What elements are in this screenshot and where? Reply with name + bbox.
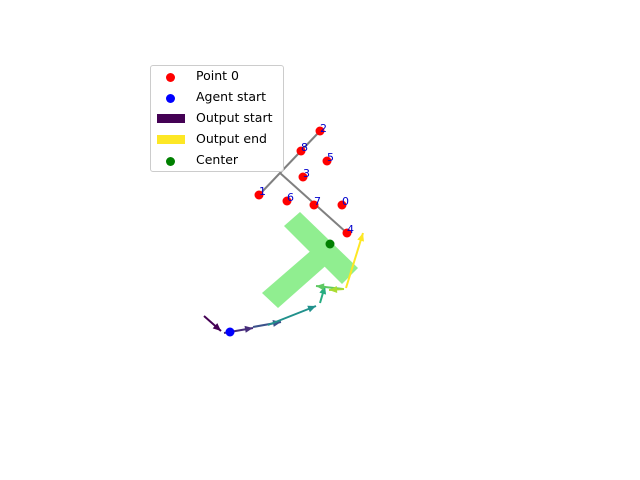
legend-label: Center — [196, 152, 239, 167]
point-4 — [342, 228, 352, 238]
trajectory-arrow-7 — [345, 232, 364, 289]
region-bar — [284, 212, 358, 284]
agent-start-marker — [225, 327, 235, 337]
point-3 — [298, 172, 308, 182]
trajectory-arrows — [203, 232, 364, 334]
purple-patch-icon — [157, 114, 185, 123]
point-label-4: 4 — [347, 223, 354, 236]
legend-label: Agent start — [196, 89, 267, 104]
point-labels: 0 1 2 3 4 5 6 7 8 — [259, 122, 354, 236]
legend-label: Output end — [196, 131, 267, 146]
arrowhead-icon — [316, 283, 325, 291]
legend-label: Point 0 — [196, 68, 239, 83]
arrowhead-icon — [212, 323, 221, 331]
arrowhead-icon — [307, 305, 316, 313]
point-0 — [337, 200, 347, 210]
point-label-1: 1 — [259, 185, 266, 198]
point-set — [254, 126, 352, 238]
arrowhead-icon — [329, 285, 338, 293]
blue-dot-icon — [166, 94, 175, 103]
point-label-0: 0 — [342, 195, 349, 208]
arrowhead-icon — [357, 233, 364, 242]
point-5 — [322, 156, 332, 166]
skeleton-line-a — [258, 130, 321, 196]
arrowhead-icon — [319, 286, 327, 295]
point-6 — [282, 196, 292, 206]
point-2 — [315, 126, 325, 136]
legend-item-output-end: Output end — [151, 130, 285, 150]
legend-item-output-start: Output start — [151, 109, 285, 129]
target-region — [262, 212, 358, 308]
point-label-3: 3 — [303, 167, 310, 180]
legend-item-agent-start: Agent start — [151, 88, 285, 108]
point-8 — [296, 146, 306, 156]
point-7 — [309, 200, 319, 210]
center-marker — [325, 239, 335, 249]
legend-label: Output start — [196, 110, 273, 125]
point-1 — [254, 190, 264, 200]
trajectory-arrow-3 — [267, 305, 317, 326]
region-stem — [262, 248, 330, 308]
red-dot-icon — [166, 73, 175, 82]
legend-item-center: Center — [151, 151, 285, 171]
point-label-8: 8 — [301, 141, 308, 154]
point-label-7: 7 — [314, 195, 321, 208]
yellow-patch-icon — [157, 135, 185, 144]
point-label-6: 6 — [287, 191, 294, 204]
point-label-5: 5 — [327, 151, 334, 164]
arrowhead-icon — [244, 325, 253, 333]
legend-item-point-0: Point 0 — [151, 67, 285, 87]
point-label-2: 2 — [320, 122, 327, 135]
green-dot-icon — [166, 157, 175, 166]
legend: Point 0 Agent start Output start Output … — [150, 65, 284, 172]
